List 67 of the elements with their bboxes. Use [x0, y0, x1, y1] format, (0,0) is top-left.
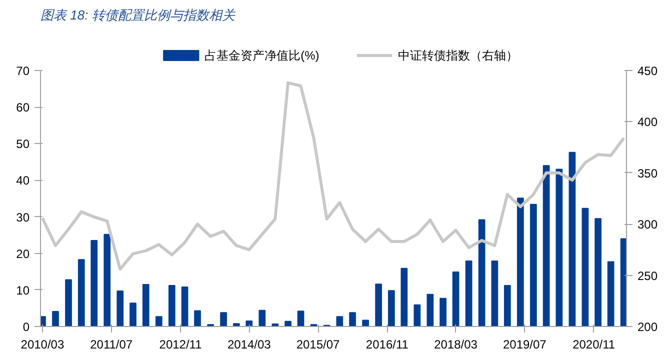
- legend-label: 占基金资产净值比(%): [204, 48, 320, 62]
- bar: [65, 279, 72, 326]
- bar: [52, 311, 59, 326]
- chart-title: 图表 18: 转债配置比例与指数相关: [40, 8, 236, 22]
- bar: [220, 312, 227, 326]
- y2-tick-label: 200: [638, 320, 658, 334]
- x-tick-label: 2010/03: [20, 338, 64, 352]
- bar: [530, 204, 537, 326]
- bar: [375, 284, 382, 326]
- x-tick-label: 2011/07: [90, 338, 133, 352]
- bar: [400, 268, 408, 326]
- bar: [258, 310, 266, 326]
- bar: [440, 298, 446, 326]
- x-tick-label: 2018/03: [434, 338, 478, 352]
- y-tick-label: 40: [16, 174, 30, 188]
- bar: [414, 304, 421, 326]
- bar: [232, 323, 240, 326]
- bar: [336, 316, 344, 326]
- x-tick-label: 2014/03: [227, 338, 272, 352]
- x-tick-label: 2016/11: [366, 338, 409, 352]
- bar: [426, 294, 434, 326]
- bar: [142, 284, 150, 326]
- bar: [181, 286, 188, 326]
- bar: [504, 285, 511, 326]
- bar: [297, 310, 304, 326]
- x-tick-label: 2012/11: [159, 338, 202, 352]
- y-tick-label: 20: [16, 246, 30, 261]
- bar: [607, 261, 614, 326]
- x-tick-label: 2020/11: [572, 338, 616, 352]
- y-tick-label: 0: [22, 320, 30, 334]
- x-tick-label: 2015/07: [296, 338, 340, 352]
- y2-tick-label: 450: [638, 64, 658, 78]
- bar: [349, 312, 356, 326]
- y2-tick-label: 350: [638, 166, 658, 180]
- bar: [516, 198, 524, 326]
- bar: [78, 259, 85, 326]
- bar: [168, 285, 176, 326]
- bar: [104, 234, 111, 326]
- bar: [246, 320, 253, 326]
- bar: [130, 302, 136, 326]
- bar: [556, 168, 563, 326]
- bar: [388, 290, 395, 326]
- x-tick-label: 2019/07: [502, 338, 547, 352]
- y-tick-label: 50: [16, 137, 30, 152]
- y2-tick-label: 250: [638, 268, 658, 283]
- bar: [568, 152, 576, 326]
- bar: [582, 208, 589, 326]
- bar: [90, 240, 98, 326]
- bar: [362, 320, 369, 326]
- bar: [116, 290, 124, 326]
- y-tick-label: 30: [16, 210, 30, 224]
- bar: [542, 165, 550, 326]
- bar: [594, 218, 602, 326]
- line-series: [40, 81, 626, 271]
- bar: [155, 316, 162, 326]
- y-tick-label: 70: [16, 64, 30, 78]
- y2-tick-label: 400: [638, 115, 658, 130]
- bar: [284, 320, 292, 326]
- bar: [491, 260, 498, 326]
- legend-label: 中证转债指数（右轴）: [398, 48, 518, 62]
- y2-tick-label: 300: [638, 218, 658, 232]
- y-tick-label: 60: [16, 100, 30, 115]
- bar: [452, 272, 460, 326]
- bar: [465, 260, 472, 326]
- y-tick-label: 10: [16, 283, 30, 298]
- bar: [478, 219, 486, 326]
- bar: [194, 310, 201, 326]
